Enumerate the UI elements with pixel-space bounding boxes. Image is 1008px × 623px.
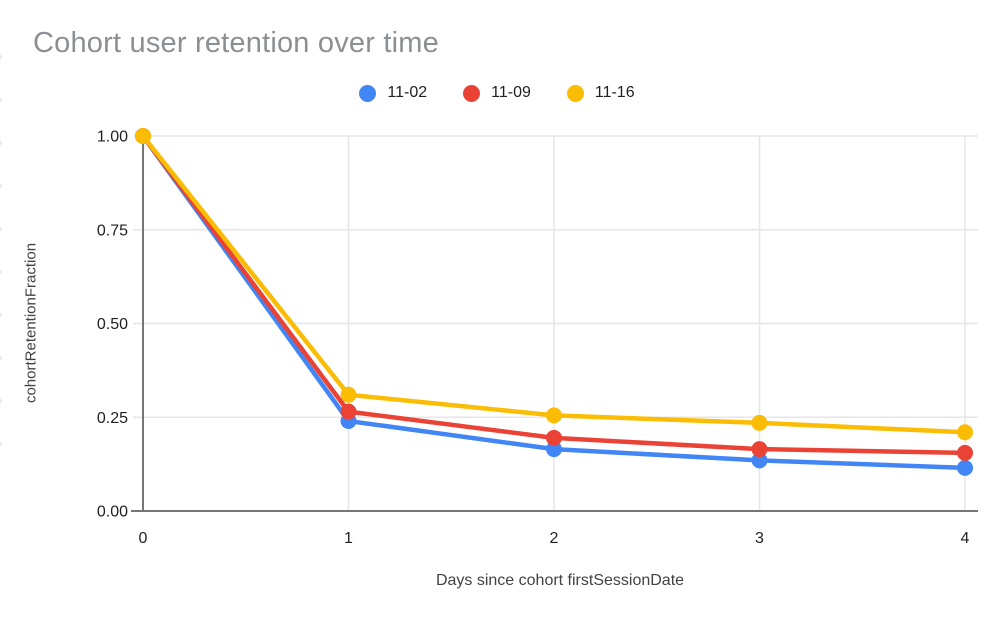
y-tick-label: 0.75 [97,222,128,239]
edge-artifact [0,184,2,188]
legend-item-11-09: 11-09 [463,84,531,102]
legend-label: 11-09 [491,84,531,101]
data-point-11-16-day4 [957,424,973,441]
data-point-11-09-day3 [751,441,768,458]
data-point-11-02-day4 [957,459,973,476]
data-point-11-16-day3 [751,414,768,431]
legend-item-11-16: 11-16 [566,84,635,102]
data-point-11-02-day2 [546,441,562,458]
edge-artifact [0,442,2,446]
x-tick-label: 2 [550,530,559,547]
data-point-11-09-day4 [957,444,973,461]
chart-title: Cohort user retention over time [33,27,439,59]
data-point-11-02-day3 [751,452,768,469]
edge-artifact [0,313,2,317]
series-dot-icon [566,84,584,102]
x-tick-label: 4 [961,530,970,547]
edge-artifact [0,356,2,360]
x-axis-title: Days since cohort firstSessionDate [435,572,685,589]
x-tick-label: 0 [139,530,148,547]
data-point-11-09-day2 [546,429,562,446]
legend-label: 11-16 [594,84,635,101]
edge-artifact [0,270,2,274]
y-tick-label: 1.00 [97,129,128,146]
legend: 11-02 11-09 11-16 [0,84,1001,102]
edge-artifact [0,141,2,145]
y-tick-label: 0.00 [97,504,128,521]
series-dot-icon [463,84,481,102]
edge-artifact [0,98,2,102]
edge-artifact [0,55,2,59]
edge-artifact [0,399,2,403]
x-tick-label: 1 [344,530,353,547]
legend-item-11-02: 11-02 [359,84,427,102]
y-tick-label: 0.25 [97,410,128,427]
data-point-11-16-day2 [546,407,562,424]
series-dot-icon [359,84,377,102]
x-tick-label: 3 [755,530,764,547]
legend-label: 11-02 [387,84,428,101]
y-tick-label: 0.50 [97,316,128,333]
edge-artifact [0,227,2,231]
data-point-11-16-day1 [340,386,357,403]
data-point-11-16-day0 [135,128,151,144]
data-point-11-09-day1 [340,403,357,420]
